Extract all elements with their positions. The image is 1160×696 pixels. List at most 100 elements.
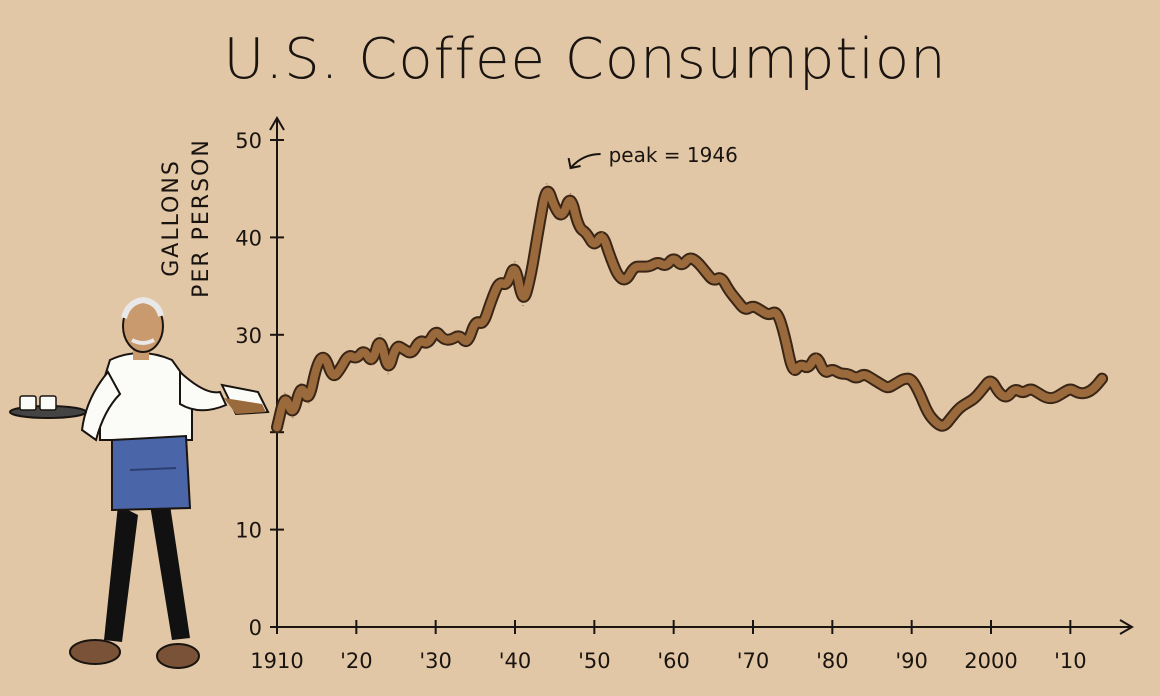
data-point xyxy=(657,261,659,263)
data-point xyxy=(728,290,730,292)
data-point xyxy=(466,343,468,346)
data-point xyxy=(1014,387,1016,389)
data-point xyxy=(903,378,905,380)
y-tick-label: 10 xyxy=(235,519,262,543)
data-point xyxy=(419,339,421,341)
data-point xyxy=(887,387,889,389)
data-point xyxy=(895,382,897,385)
data-point xyxy=(958,407,960,409)
data-point xyxy=(379,334,381,336)
data-point xyxy=(911,378,913,380)
data-point xyxy=(1085,392,1087,394)
data-point xyxy=(823,373,826,375)
x-tick-label: '90 xyxy=(895,649,928,673)
data-point xyxy=(839,373,841,375)
x-tick-label: 2000 xyxy=(964,649,1017,673)
series-line xyxy=(273,187,1107,432)
y-tick-label: 30 xyxy=(235,324,262,348)
data-point xyxy=(474,319,476,321)
data-point xyxy=(292,416,294,419)
annotation-arrow xyxy=(569,153,601,169)
x-tick-label: 1910 xyxy=(250,649,303,673)
data-point xyxy=(649,266,651,268)
data-point xyxy=(530,275,532,277)
data-point xyxy=(633,266,635,268)
data-point xyxy=(1053,397,1056,399)
data-point xyxy=(950,416,952,419)
data-point xyxy=(1006,397,1008,399)
data-point xyxy=(681,266,683,268)
data-point xyxy=(569,192,572,195)
x-tick-label: '70 xyxy=(737,649,770,673)
y-tick-label: 50 xyxy=(235,129,262,153)
annotation-arrow-head xyxy=(567,157,581,170)
data-point xyxy=(990,378,992,380)
y-axis-arrow xyxy=(269,116,285,131)
x-tick-label: '40 xyxy=(499,649,532,673)
data-point xyxy=(847,373,849,375)
data-point xyxy=(347,353,349,355)
chart-title: U.S. Coffee Consumption xyxy=(223,27,946,92)
x-tick-label: '50 xyxy=(578,649,611,673)
data-point xyxy=(1069,387,1071,389)
x-tick-label: '60 xyxy=(657,649,690,673)
annotation-label: peak = 1946 xyxy=(609,143,738,167)
data-point xyxy=(982,387,984,389)
data-point xyxy=(800,363,802,365)
data-point xyxy=(514,261,516,263)
data-point xyxy=(363,348,365,351)
data-point xyxy=(308,402,310,404)
data-point xyxy=(966,402,968,404)
data-point xyxy=(435,329,437,331)
data-point xyxy=(585,231,588,234)
data-point xyxy=(506,285,508,287)
data-point xyxy=(1038,392,1040,394)
data-point xyxy=(411,353,413,355)
y-tick-label: 40 xyxy=(235,226,262,250)
data-point xyxy=(593,246,595,248)
data-point xyxy=(522,304,524,307)
data-point xyxy=(807,368,810,370)
data-point xyxy=(736,300,738,302)
data-point xyxy=(427,343,429,346)
y-tick-label: 0 xyxy=(249,616,262,640)
x-tick-label: '10 xyxy=(1054,649,1087,673)
data-point xyxy=(482,324,484,326)
series-group xyxy=(271,183,1109,434)
data-point xyxy=(276,426,278,428)
data-point xyxy=(1093,387,1095,389)
data-point xyxy=(371,363,373,365)
x-tick-label: '30 xyxy=(419,649,452,673)
x-axis-arrow xyxy=(1119,619,1134,635)
data-point xyxy=(458,334,461,336)
data-point xyxy=(331,378,334,380)
data-point xyxy=(665,266,667,268)
data-point xyxy=(688,256,691,258)
data-point xyxy=(1101,378,1103,380)
data-point xyxy=(855,378,857,380)
data-point xyxy=(403,348,405,351)
data-point xyxy=(768,314,770,316)
data-point xyxy=(942,426,945,428)
data-point xyxy=(974,397,976,399)
data-point xyxy=(1045,397,1048,399)
data-point xyxy=(1030,387,1032,389)
data-point xyxy=(815,353,818,355)
data-point xyxy=(324,353,326,355)
data-point xyxy=(641,266,643,268)
data-point xyxy=(562,217,564,219)
data-point xyxy=(919,392,921,394)
data-point xyxy=(879,382,881,385)
x-tick-label: '20 xyxy=(340,649,373,673)
data-point xyxy=(998,392,1000,394)
data-point xyxy=(760,309,762,312)
data-point xyxy=(776,309,778,312)
y-axis-label-line-1: GALLONS xyxy=(159,159,184,277)
data-point xyxy=(498,280,500,282)
data-point xyxy=(490,300,492,302)
data-point xyxy=(601,231,603,234)
data-point xyxy=(934,421,937,424)
data-point xyxy=(784,334,786,336)
